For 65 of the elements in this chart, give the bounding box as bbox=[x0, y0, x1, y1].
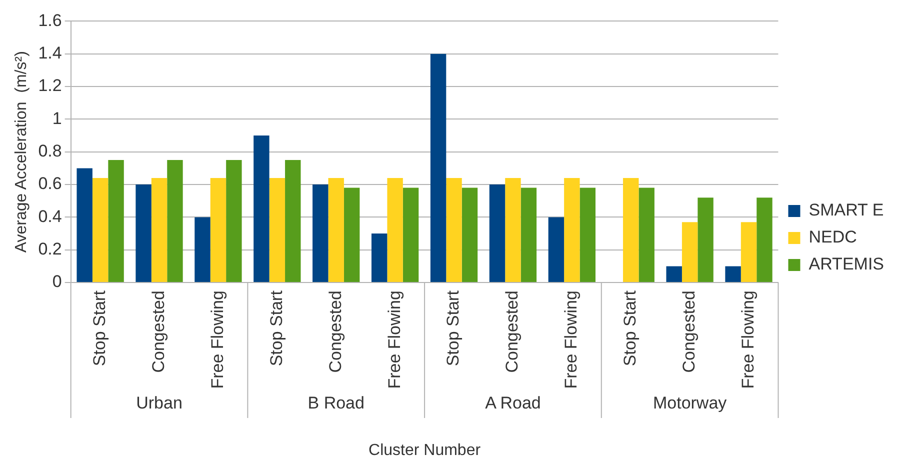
bar bbox=[328, 178, 344, 282]
x-tick-label: Stop Start bbox=[90, 290, 109, 366]
bar bbox=[76, 168, 92, 282]
bar bbox=[269, 178, 286, 282]
bar bbox=[371, 234, 388, 282]
bar bbox=[520, 188, 537, 282]
y-tick-label: 0.8 bbox=[38, 142, 62, 161]
bar bbox=[564, 178, 580, 282]
bar bbox=[167, 160, 183, 282]
legend-label: NEDC bbox=[808, 228, 857, 247]
x-tick-label: Stop Start bbox=[444, 290, 463, 366]
y-tick-label: 0.4 bbox=[38, 206, 62, 226]
y-tick-label: 1.2 bbox=[38, 76, 62, 96]
bar bbox=[698, 198, 714, 282]
bar bbox=[387, 178, 403, 282]
bar bbox=[210, 178, 226, 282]
bar bbox=[108, 160, 124, 282]
legend-label: SMART E bbox=[808, 200, 884, 220]
bar bbox=[638, 188, 654, 282]
y-tick-label: 0 bbox=[52, 272, 62, 292]
x-tick-label: Stop Start bbox=[266, 290, 286, 366]
x-tick-label: Congested bbox=[680, 290, 699, 373]
bar bbox=[740, 222, 757, 282]
bar bbox=[344, 188, 360, 282]
y-tick-label: 0.6 bbox=[38, 174, 62, 194]
text: A Road bbox=[485, 394, 541, 413]
x-tick-label: Congested bbox=[326, 290, 345, 373]
bar bbox=[446, 178, 462, 282]
y-tick-label: 1.4 bbox=[38, 44, 62, 63]
bar bbox=[312, 184, 328, 282]
bar bbox=[92, 178, 108, 282]
x-axis-title: Cluster Number bbox=[368, 442, 482, 459]
text: Urban bbox=[136, 394, 182, 413]
y-axis-title: Average Acceleration (m/s²) bbox=[13, 51, 30, 253]
bar bbox=[226, 160, 242, 282]
bar bbox=[254, 136, 270, 282]
x-tick-label: Free Flowing bbox=[562, 290, 581, 389]
y-tick-label: 0.2 bbox=[38, 240, 62, 259]
bar bbox=[151, 178, 168, 282]
x-tick-label: Free Flowing bbox=[384, 290, 404, 389]
x-tick-label: Free Flowing bbox=[738, 290, 758, 389]
bar bbox=[682, 222, 698, 282]
bar bbox=[548, 217, 564, 282]
bar bbox=[756, 198, 772, 282]
bar bbox=[430, 54, 446, 282]
legend-label: ARTEMIS bbox=[808, 254, 884, 274]
bar bbox=[136, 184, 152, 282]
y-tick-label: 1.6 bbox=[38, 10, 62, 30]
bar bbox=[194, 217, 210, 282]
x-tick-label: Congested bbox=[148, 290, 168, 373]
bar bbox=[580, 188, 596, 282]
bar bbox=[505, 178, 521, 282]
x-tick-label: Free Flowing bbox=[208, 290, 227, 389]
text: B Road bbox=[308, 394, 364, 413]
bar bbox=[402, 188, 419, 282]
bar bbox=[462, 188, 478, 282]
bar bbox=[666, 266, 682, 282]
bar bbox=[725, 266, 741, 282]
bar bbox=[623, 178, 639, 282]
x-tick-label: Stop Start bbox=[620, 290, 640, 366]
bar bbox=[489, 184, 506, 282]
y-tick-label: 1 bbox=[52, 108, 62, 128]
x-tick-label: Congested bbox=[502, 290, 522, 373]
bar bbox=[285, 160, 301, 282]
text: Motorway bbox=[652, 394, 728, 413]
